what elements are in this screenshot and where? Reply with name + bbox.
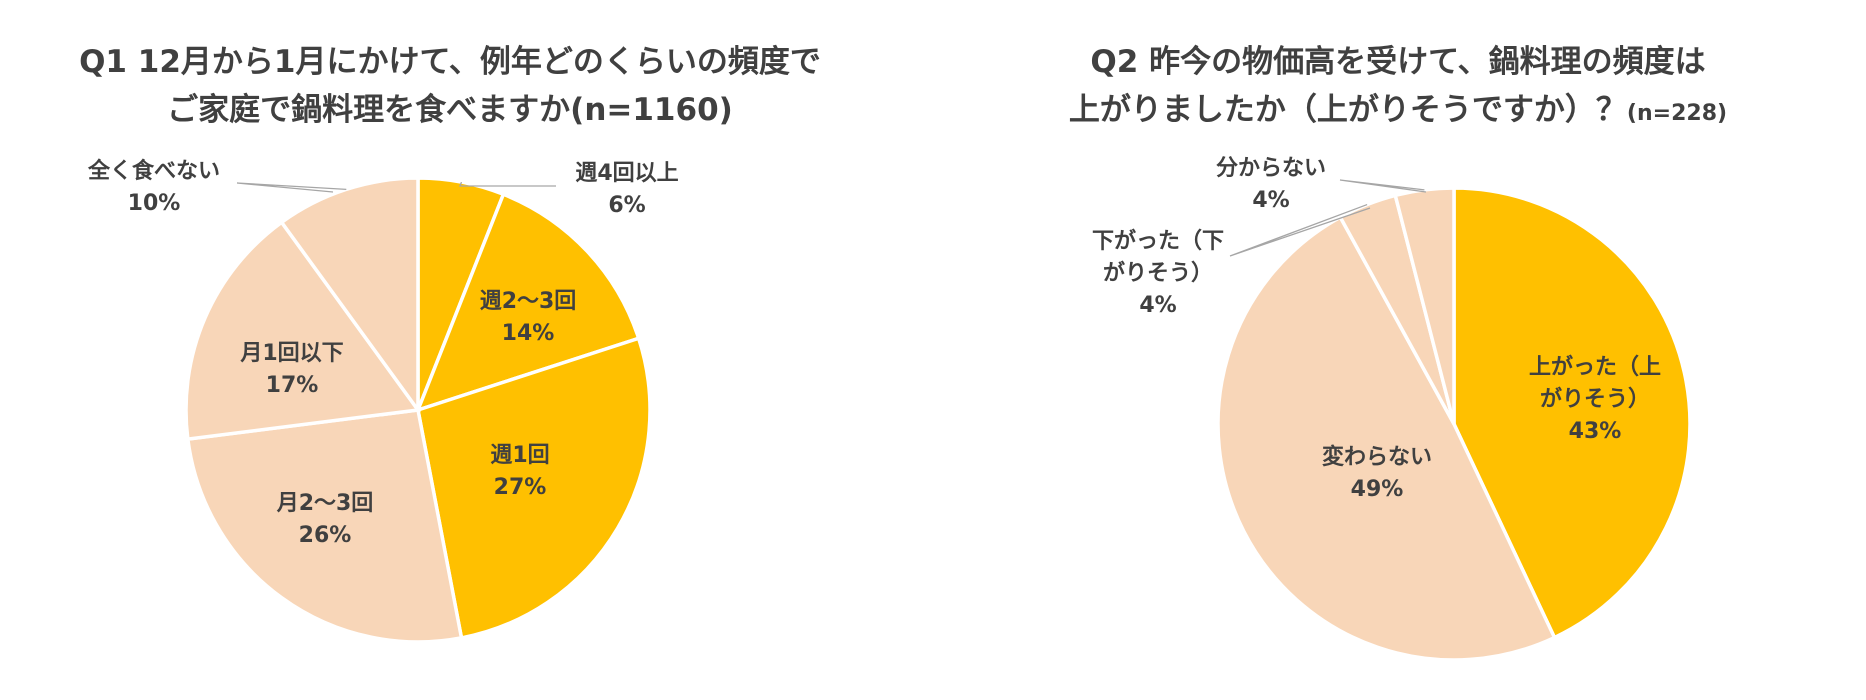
chart1-slice-label-4: 月1回以下 17% xyxy=(239,341,343,398)
chart1-slice-value-4: 17% xyxy=(266,373,319,398)
chart1-slice-value-5: 10% xyxy=(128,191,181,216)
chart2-slice-category-0: 上がった（上 xyxy=(1529,354,1661,380)
chart2-slice-label-0: 上がった（上がりそう） 43% xyxy=(1529,354,1661,444)
chart1-slice-category-5: 全く食べない xyxy=(87,158,220,184)
chart1-slice-category-4: 月1回以下 xyxy=(239,341,343,366)
chart1-leader-line-0 xyxy=(459,181,556,187)
chart-q2-title-line2-wrap: 上がりましたか（上がりそうですか）？(n=228) xyxy=(930,86,1866,138)
chart-q1-title: Q1 12月から1月にかけて、例年どのくらいの頻度で ご家庭で鍋料理を食べますか… xyxy=(0,38,900,134)
chart1-slice-2 xyxy=(415,336,652,640)
chart1-slice-5 xyxy=(279,176,420,416)
chart2-slice-value-3: 4% xyxy=(1252,188,1289,213)
chart1-slice-label-0: 週4回以上 6% xyxy=(459,161,679,218)
chart-q2: Q2 昨今の物価高を受けて、鍋料理の頻度は 上がりましたか（上がりそうですか）？… xyxy=(930,0,1866,700)
chart2-slice-category-line2-2: がりそう） xyxy=(1103,260,1213,286)
chart2-slice-category-1: 変わらない xyxy=(1322,444,1432,470)
chart2-slice-1 xyxy=(1216,214,1557,662)
chart1-slice-value-1: 14% xyxy=(502,321,555,346)
chart1-slice-label-5: 全く食べない 10% xyxy=(87,158,347,216)
chart2-slice-0 xyxy=(1452,186,1692,640)
chart-q1-title-line2: ご家庭で鍋料理を食べますか(n=1160) xyxy=(167,92,733,128)
chart1-slice-label-3: 月2～3回 26% xyxy=(276,491,374,548)
chart1-slice-value-0: 6% xyxy=(608,193,645,218)
chart-q1-pie: 週4回以上6%週2～3回14%週1回27%月2～3回26%月1回以下17%全く食… xyxy=(87,158,679,644)
chart1-slice-category-2: 週1回 xyxy=(490,443,549,468)
chart-q2-title-line2: 上がりましたか（上がりそうですか）？ xyxy=(1068,92,1627,128)
chart1-slice-category-3: 月2～3回 xyxy=(276,491,374,516)
chart1-slice-value-3: 26% xyxy=(299,523,352,548)
chart2-slice-value-2: 4% xyxy=(1139,293,1176,318)
chart1-slice-label-1: 週2～3回 14% xyxy=(480,289,577,346)
chart2-slice-category-2: 下がった（下 xyxy=(1092,228,1224,254)
chart1-slice-3 xyxy=(185,408,464,644)
chart1-slice-category-0: 週4回以上 xyxy=(575,161,678,186)
chart2-leader-line-2 xyxy=(1229,203,1371,257)
chart1-leader-line-5 xyxy=(236,182,347,193)
chart-q1: Q1 12月から1月にかけて、例年どのくらいの頻度で ご家庭で鍋料理を食べますか… xyxy=(0,0,900,700)
chart-q2-title-line1: Q2 昨今の物価高を受けて、鍋料理の頻度は xyxy=(1090,44,1706,80)
chart2-slice-label-1: 変わらない 49% xyxy=(1322,444,1432,502)
chart-q2-pie: 上がった（上がりそう）43%変わらない49%下がった（下がりそう）4%分からない… xyxy=(1092,156,1692,662)
chart-q2-title: Q2 昨今の物価高を受けて、鍋料理の頻度は 上がりましたか（上がりそうですか）？… xyxy=(930,38,1866,138)
chart1-slice-4 xyxy=(184,219,422,442)
chart-q2-title-suffix: (n=228) xyxy=(1626,101,1728,126)
chart1-slice-value-2: 27% xyxy=(494,475,547,500)
chart2-slice-value-1: 49% xyxy=(1351,477,1404,502)
chart1-slice-category-1: 週2～3回 xyxy=(480,289,577,314)
chart2-slice-value-0: 43% xyxy=(1569,419,1622,444)
chart-q1-title-line1: Q1 12月から1月にかけて、例年どのくらいの頻度で xyxy=(79,44,821,80)
chart2-leader-line-3 xyxy=(1339,179,1427,193)
chart2-slice-label-3: 分からない 4% xyxy=(1216,156,1427,213)
chart2-slice-3 xyxy=(1393,186,1456,425)
chart2-slice-category-3: 分からない xyxy=(1216,156,1326,181)
chart2-slice-category-line2-0: がりそう） xyxy=(1540,386,1650,412)
